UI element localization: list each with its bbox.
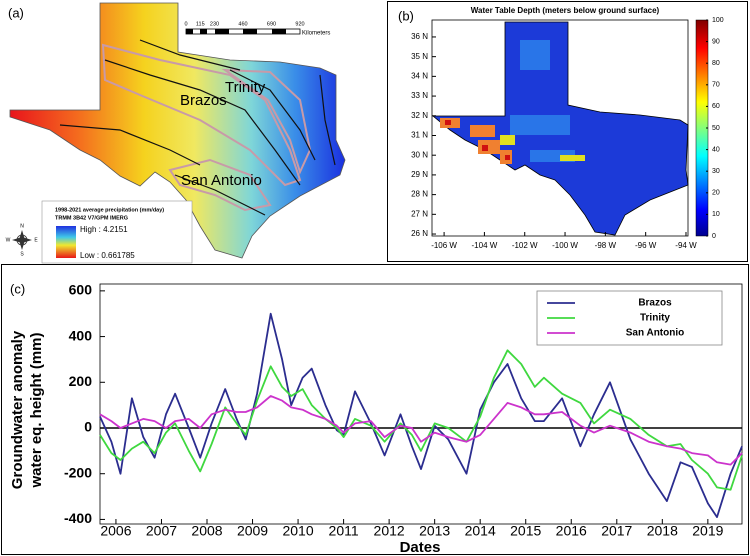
basin-outline xyxy=(168,158,272,212)
y-tick-label: 0 xyxy=(84,419,92,435)
x-tick-label: 2011 xyxy=(329,523,359,539)
x-tick-label: -96 W xyxy=(635,241,657,250)
y-tick-label: 200 xyxy=(69,373,93,389)
x-tick-label: 2018 xyxy=(647,523,678,539)
basin-outline xyxy=(101,43,302,187)
texas-precip-map xyxy=(9,2,346,259)
colorbar-label: 30 xyxy=(712,168,720,175)
colorbar-label: 40 xyxy=(712,146,720,153)
colorbar-label: 80 xyxy=(712,60,720,67)
x-tick-label: 2008 xyxy=(191,523,222,539)
x-tick-label: 2007 xyxy=(146,523,177,539)
colorbar-label: 60 xyxy=(712,103,720,110)
y-tick-label: 33 N xyxy=(411,91,428,100)
scale-label: 690 xyxy=(267,21,276,27)
x-tick-label: -100 W xyxy=(552,241,578,250)
y-tick-label: 26 N xyxy=(411,229,428,238)
scale-bar-fill xyxy=(186,29,286,34)
colorbar-label: 90 xyxy=(712,38,720,45)
map-title: Water Table Depth (meters below ground s… xyxy=(471,6,660,15)
y-tick-label: -200 xyxy=(64,464,92,480)
scale-label: 460 xyxy=(238,21,247,27)
compass-w: W xyxy=(6,237,11,243)
panel-label: (b) xyxy=(398,8,414,23)
y-tick-label: 400 xyxy=(69,327,93,343)
legend-label: Trinity xyxy=(640,313,670,324)
scale-label: 230 xyxy=(210,21,219,27)
y-tick-label: 32 N xyxy=(411,111,428,120)
colorbar-label: 0 xyxy=(712,233,716,240)
x-tick-label: 2016 xyxy=(556,523,587,539)
scale-label: 115 xyxy=(196,21,205,27)
x-tick-label: -94 W xyxy=(675,241,697,250)
series-line xyxy=(99,395,743,466)
x-tick-label: -104 W xyxy=(472,241,498,250)
y-tick-label: 600 xyxy=(69,282,93,298)
legend-title: 1998-2021 average precipitation (mm/day) xyxy=(55,207,164,213)
y-tick-label: 36 N xyxy=(411,32,428,41)
panel-c: (c) Dates Groundwater anomaly water eq. … xyxy=(1,264,749,556)
y-tick-label: 30 N xyxy=(411,150,428,159)
x-axis-title: Dates xyxy=(400,539,441,556)
compass-n: N xyxy=(20,223,24,229)
y-tick-label: 34 N xyxy=(411,71,428,80)
colorbar-label: 100 xyxy=(712,17,724,24)
colorbar-label: 10 xyxy=(712,211,720,218)
rivers xyxy=(59,39,336,216)
series-line xyxy=(99,312,743,518)
scale-label: 920 xyxy=(295,21,304,27)
legend-label: Brazos xyxy=(638,298,672,309)
x-tick-label: 2006 xyxy=(100,523,131,539)
x-tick-label: 2010 xyxy=(282,523,313,539)
y-tick-label: 29 N xyxy=(411,170,428,179)
basin-outline xyxy=(221,68,312,175)
basin-label: Trinity xyxy=(225,79,266,96)
panel-b: Water Table Depth (meters below ground s… xyxy=(387,1,748,262)
series-line xyxy=(99,349,743,491)
compass: N E S W xyxy=(6,223,39,257)
legend-source: TRMM 3B42 V7/GPM IMERG xyxy=(55,215,128,221)
map-cells xyxy=(440,118,512,164)
x-tick-label: 2012 xyxy=(374,523,405,539)
colorbar-label: 70 xyxy=(712,82,720,89)
y-tick-label: 27 N xyxy=(411,209,428,218)
x-tick-label: -98 W xyxy=(595,241,617,250)
y-tick-label: 31 N xyxy=(411,131,428,140)
basin-label: Brazos xyxy=(180,92,227,109)
map-cells xyxy=(500,135,585,161)
panel-label: (c) xyxy=(10,281,25,296)
compass-e: E xyxy=(34,237,38,243)
legend-high: High : 4.2151 xyxy=(80,225,128,234)
panel-a: 0 115 230 460 690 920 Kilometers (a) Brazos T… xyxy=(6,2,346,264)
legend-low: Low : 0.661785 xyxy=(80,251,135,260)
x-tick-label: 2013 xyxy=(419,523,450,539)
scale-label: 0 xyxy=(184,21,187,27)
legend-ramp xyxy=(56,226,76,258)
x-tick-label: 2015 xyxy=(510,523,541,539)
colorbar-label: 20 xyxy=(712,190,720,197)
panel-label: (a) xyxy=(8,5,24,20)
colorbar-label: 50 xyxy=(712,125,720,132)
map-cells xyxy=(510,40,575,162)
scale-unit: Kilometers xyxy=(302,31,330,37)
compass-s: S xyxy=(20,251,24,257)
x-tick-label: -102 W xyxy=(512,241,538,250)
basin-label: San Antonio xyxy=(181,172,262,189)
x-tick-label: 2014 xyxy=(465,523,496,539)
y-tick-label: -400 xyxy=(64,510,92,526)
y-axis-title: Groundwater anomaly xyxy=(9,330,26,489)
legend-label: San Antonio xyxy=(626,328,685,339)
y-tick-label: 28 N xyxy=(411,190,428,199)
x-tick-label: 2009 xyxy=(237,523,268,539)
y-axis-title: water eq. height (mm) xyxy=(28,332,45,488)
x-tick-label: 2017 xyxy=(601,523,632,539)
x-tick-label: -106 W xyxy=(431,241,457,250)
y-tick-label: 35 N xyxy=(411,52,428,61)
x-tick-label: 2019 xyxy=(692,523,723,539)
